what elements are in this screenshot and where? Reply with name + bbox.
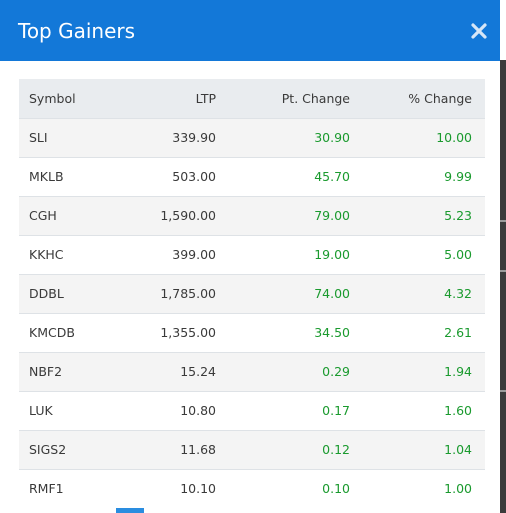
pagination	[0, 508, 500, 513]
table-row[interactable]: MKLB 503.00 45.70 9.99	[19, 157, 485, 196]
cell-symbol: SIGS2	[29, 442, 67, 457]
column-header-pct-change[interactable]: % Change	[408, 90, 472, 106]
table-row[interactable]: SLI 339.90 30.90 10.00	[19, 118, 485, 157]
cell-symbol: RMF1	[29, 481, 64, 497]
cell-pct-change: 1.60	[444, 403, 472, 418]
pagination-active-page[interactable]	[116, 508, 144, 513]
cell-pt-change: 0.29	[322, 364, 350, 379]
cell-pct-change: 10.00	[436, 130, 472, 145]
cell-ltp: 399.00	[172, 247, 216, 262]
cell-ltp: 339.90	[172, 130, 216, 145]
table-header-row: Symbol LTP Pt. Change % Change	[19, 79, 485, 118]
modal-body: Symbol LTP Pt. Change % Change SLI 339.90…	[0, 61, 500, 513]
table-row[interactable]: DDBL 1,785.00 74.00 4.32	[19, 274, 485, 313]
edge-tick	[500, 270, 506, 272]
cell-pct-change: 1.04	[444, 442, 472, 457]
cell-ltp: 10.10	[180, 481, 216, 497]
close-icon	[471, 23, 487, 39]
cell-symbol: KMCDB	[29, 325, 75, 340]
column-header-ltp[interactable]: LTP	[195, 90, 216, 106]
background-page-edge	[500, 60, 506, 513]
cell-pt-change: 45.70	[314, 169, 350, 184]
table-row[interactable]: CGH 1,590.00 79.00 5.23	[19, 196, 485, 235]
column-header-pt-change[interactable]: Pt. Change	[281, 90, 350, 106]
cell-symbol: KKHC	[29, 247, 64, 262]
cell-ltp: 10.80	[180, 403, 216, 418]
table-row[interactable]: SIGS2 11.68 0.12 1.04	[19, 430, 485, 469]
cell-ltp: 503.00	[172, 169, 216, 184]
cell-pct-change: 4.32	[444, 286, 472, 301]
modal-title: Top Gainers	[18, 19, 136, 43]
cell-ltp: 1,785.00	[160, 286, 216, 301]
cell-symbol: DDBL	[29, 286, 64, 301]
cell-pct-change: 1.00	[444, 481, 472, 497]
cell-pt-change: 34.50	[314, 325, 350, 340]
cell-ltp: 15.24	[180, 364, 216, 379]
cell-pt-change: 0.10	[322, 481, 350, 497]
cell-pt-change: 19.00	[314, 247, 350, 262]
edge-tick	[500, 390, 506, 392]
cell-pct-change: 5.23	[444, 208, 472, 223]
table-row[interactable]: RMF1 10.10 0.10 1.00	[19, 469, 485, 508]
cell-symbol: SLI	[29, 130, 48, 145]
close-button[interactable]	[470, 22, 488, 40]
cell-pct-change: 2.61	[444, 325, 472, 340]
cell-ltp: 1,590.00	[160, 208, 216, 223]
cell-ltp: 11.68	[180, 442, 216, 457]
cell-pct-change: 9.99	[444, 169, 472, 184]
cell-pt-change: 74.00	[314, 286, 350, 301]
cell-symbol: LUK	[29, 403, 53, 418]
cell-pt-change: 0.12	[322, 442, 350, 457]
modal-header: Top Gainers	[0, 0, 500, 61]
cell-pt-change: 0.17	[322, 403, 350, 418]
cell-ltp: 1,355.00	[160, 325, 216, 340]
cell-symbol: CGH	[29, 208, 57, 223]
cell-pct-change: 5.00	[444, 247, 472, 262]
table-row[interactable]: LUK 10.80 0.17 1.60	[19, 391, 485, 430]
cell-pt-change: 79.00	[314, 208, 350, 223]
gainers-table: Symbol LTP Pt. Change % Change SLI 339.90…	[19, 79, 485, 508]
table-row[interactable]: KKHC 399.00 19.00 5.00	[19, 235, 485, 274]
cell-pt-change: 30.90	[314, 130, 350, 145]
table-row[interactable]: NBF2 15.24 0.29 1.94	[19, 352, 485, 391]
edge-tick	[500, 220, 506, 222]
column-header-symbol[interactable]: Symbol	[29, 90, 76, 106]
cell-pct-change: 1.94	[444, 364, 472, 379]
cell-symbol: NBF2	[29, 364, 63, 379]
cell-symbol: MKLB	[29, 169, 64, 184]
table-row[interactable]: KMCDB 1,355.00 34.50 2.61	[19, 313, 485, 352]
